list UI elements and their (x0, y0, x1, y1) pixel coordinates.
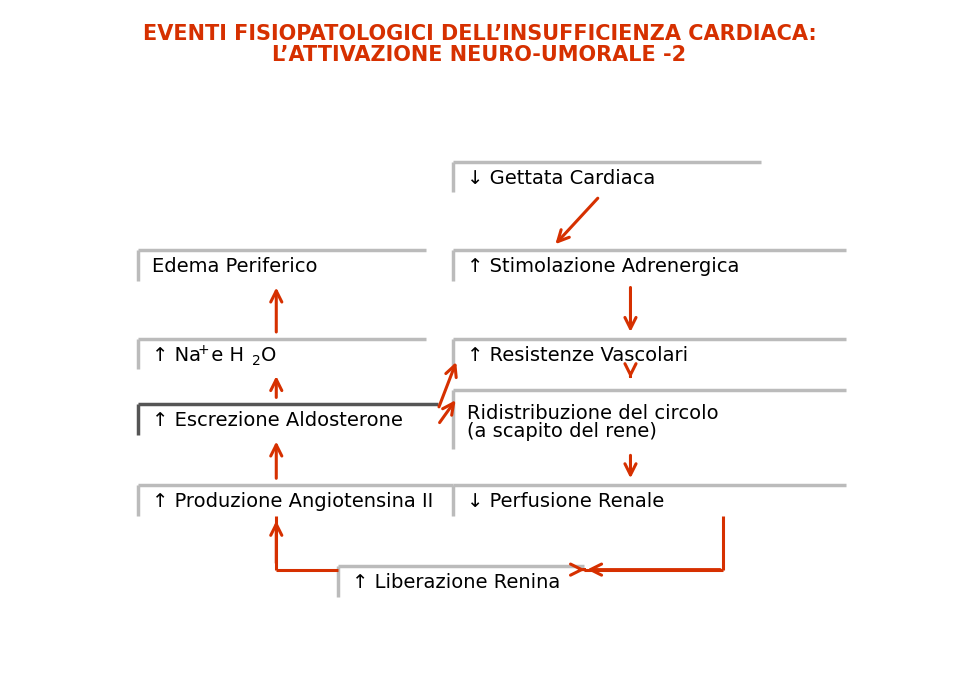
Text: Ridistribuzione del circolo: Ridistribuzione del circolo (467, 403, 719, 423)
Text: ↓ Gettata Cardiaca: ↓ Gettata Cardiaca (467, 169, 656, 188)
Text: ↑ Resistenze Vascolari: ↑ Resistenze Vascolari (467, 346, 689, 365)
Text: Edema Periferico: Edema Periferico (152, 258, 317, 277)
Text: O: O (261, 346, 276, 365)
Text: ↑ Escrezione Aldosterone: ↑ Escrezione Aldosterone (152, 412, 403, 430)
Text: ↑ Liberazione Renina: ↑ Liberazione Renina (352, 573, 560, 593)
Text: ↑ Na: ↑ Na (152, 346, 200, 365)
Text: 2: 2 (251, 354, 261, 368)
Text: ↑ Produzione Angiotensina II: ↑ Produzione Angiotensina II (152, 493, 433, 511)
Text: ↓ Perfusione Renale: ↓ Perfusione Renale (467, 493, 665, 511)
Text: +: + (198, 343, 209, 357)
Text: L’ATTIVAZIONE NEURO-UMORALE -2: L’ATTIVAZIONE NEURO-UMORALE -2 (272, 45, 687, 64)
Text: (a scapito del rene): (a scapito del rene) (467, 422, 657, 441)
Text: EVENTI FISIOPATOLOGICI DELL’INSUFFICIENZA CARDIACA:: EVENTI FISIOPATOLOGICI DELL’INSUFFICIENZ… (143, 24, 816, 44)
Text: ↑ Stimolazione Adrenergica: ↑ Stimolazione Adrenergica (467, 258, 739, 277)
Text: e H: e H (205, 346, 245, 365)
